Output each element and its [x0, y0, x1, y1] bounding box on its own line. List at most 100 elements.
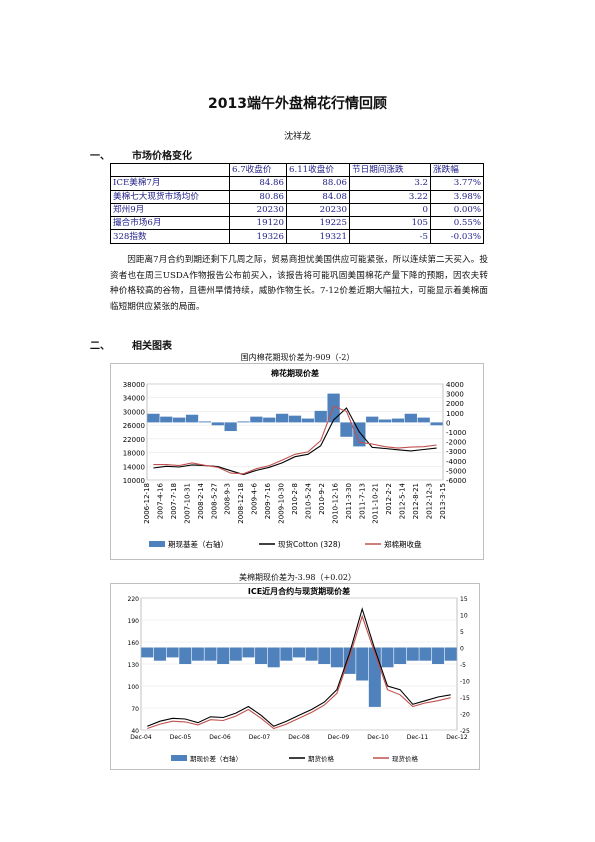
basis-bar [153, 647, 166, 661]
x-tick-label: 2012-8-21 [412, 483, 420, 519]
x-tick-label: 2010-12-16 [331, 482, 339, 523]
basis-bar [430, 422, 443, 426]
x-tick-label: Dec-09 [328, 734, 350, 741]
basis-bar [417, 417, 430, 423]
series-line [147, 614, 451, 730]
x-tick-label: 2011-3-30 [345, 483, 353, 519]
y-right-tick-label: 2000 [446, 400, 464, 408]
basis-bar [198, 421, 212, 423]
y-right-tick-label: 0 [446, 419, 450, 427]
basis-bar [444, 647, 457, 661]
table-cell [110, 162, 230, 178]
basis-bar [343, 647, 356, 674]
table-row: 328指数 19326 19321 -5 -0.03% [110, 229, 484, 244]
legend-basis-label: 期现基差（右轴） [168, 539, 228, 549]
basis-bar [217, 647, 230, 664]
table-cell: 3.98% [430, 189, 484, 204]
table-cell: 19321 [286, 229, 350, 244]
basis-bar [141, 647, 154, 658]
legend-futures-label: 郑棉期收盘 [384, 539, 422, 549]
table-cell: -0.03% [430, 229, 484, 244]
x-tick-label: Dec-05 [170, 734, 192, 741]
basis-bar [263, 417, 276, 423]
y-left-tick-label: 30000 [123, 408, 145, 416]
table-row: ICE美棉7月 84.86 88.06 3.2 3.77% [110, 176, 484, 191]
basis-bar [378, 419, 392, 423]
table-cell: 84.08 [286, 189, 350, 204]
legend-spot-label: 期货价格 [308, 754, 335, 763]
table-cell: 88.06 [286, 176, 350, 191]
table-cell: 涨跌幅 [430, 162, 484, 178]
series-line [153, 405, 437, 475]
x-tick-label: 2009-10-30 [278, 483, 286, 524]
x-tick-label: 2010-2-8 [291, 483, 299, 515]
y-left-tick-label: 14000 [123, 463, 145, 471]
basis-bar [301, 418, 315, 423]
legend-basis-swatch [171, 755, 187, 761]
chart1-svg: 棉花期现价差3800034000300002600022000180001400… [123, 368, 467, 549]
table-cell: -5 [349, 229, 431, 244]
x-tick-label: 2009-7-16 [264, 482, 272, 519]
y-right-tick-label: 4000 [446, 381, 464, 389]
table-cell: 80.86 [229, 189, 287, 204]
chart2-box: ICE近月合约与现货期现价差 220 190 160 130 100 70 40 15 10 5 0 -… [110, 583, 480, 770]
basis-bar [185, 414, 199, 423]
section-number: 二、 [90, 341, 110, 352]
x-tick-label: 2013-3-15 [439, 483, 447, 519]
y-left-tick-label: 26000 [123, 422, 145, 430]
table-cell: 3.22 [349, 189, 431, 204]
basis-bar [211, 422, 224, 426]
y-right-tick-label: -5000 [446, 467, 466, 475]
y-left-tick-label: 220 [128, 596, 140, 603]
basis-bar [229, 647, 242, 661]
basis-bar [255, 647, 268, 664]
table-cell: 20230 [286, 202, 350, 218]
y-right-tick-label: -6000 [446, 477, 466, 485]
y-left-tick-label: 10000 [123, 477, 145, 485]
x-tick-label: Dec-07 [249, 734, 271, 741]
basis-bar [340, 422, 353, 437]
basis-bar [191, 647, 204, 661]
table-cell: 19225 [286, 216, 350, 231]
y-right-tick-label: 1000 [446, 410, 464, 418]
table-cell: ICE美棉7月 [110, 176, 230, 191]
y-right-tick-label: -1000 [446, 429, 466, 437]
table-cell: 0.55% [430, 216, 484, 231]
y-right-tick-label: -4000 [446, 458, 466, 466]
series-line [147, 607, 451, 727]
basis-bar [242, 647, 255, 658]
x-tick-label: 2007-10-31 [183, 483, 191, 524]
x-tick-label: 2008-5-27 [210, 483, 218, 519]
table-cell: 撮合市场6月 [110, 216, 230, 231]
basis-bar [404, 413, 417, 423]
x-tick-label: Dec-04 [130, 734, 152, 741]
y-right-tick-label: -15 [460, 695, 470, 702]
y-right-tick-label: -3000 [446, 448, 466, 456]
basis-bar [160, 416, 173, 423]
table-row: 郑州9月 20230 20230 0 0.00% [110, 202, 484, 218]
x-tick-label: 2010-9-2 [318, 483, 326, 515]
y-right-tick-label: -25 [460, 728, 470, 735]
x-tick-label: 2008-9-3 [224, 483, 232, 515]
y-left-tick-label: 18000 [123, 450, 145, 458]
y-left-tick-label: 22000 [123, 436, 145, 444]
y-right-tick-label: -5 [460, 662, 466, 669]
x-tick-label: Dec-08 [288, 734, 310, 741]
chart2-caption: 美棉期现价差为-3.98（+0.02） [238, 573, 357, 582]
chart-title: ICE近月合约与现货期现价差 [248, 586, 350, 596]
basis-bar [280, 647, 293, 661]
table-cell: 3.77% [430, 176, 484, 191]
x-tick-label: 2012-5-14 [399, 482, 407, 519]
y-right-tick-label: 15 [460, 596, 468, 603]
y-right-tick-label: -10 [460, 679, 470, 686]
table-cell: 节日期间涨跌 [349, 162, 431, 178]
legend-futures-label: 现货价格 [392, 754, 419, 763]
table-cell: 6.11收盘价 [286, 162, 350, 178]
x-tick-label: 2011-7-13 [358, 483, 366, 519]
y-left-tick-label: 40 [131, 728, 139, 735]
document-author: 沈祥龙 [283, 132, 311, 142]
basis-bar [318, 647, 331, 664]
y-right-tick-label: -2000 [446, 439, 466, 447]
y-left-tick-label: 160 [128, 640, 140, 647]
legend-spot-label: 现货Cotton (328) [278, 539, 341, 549]
